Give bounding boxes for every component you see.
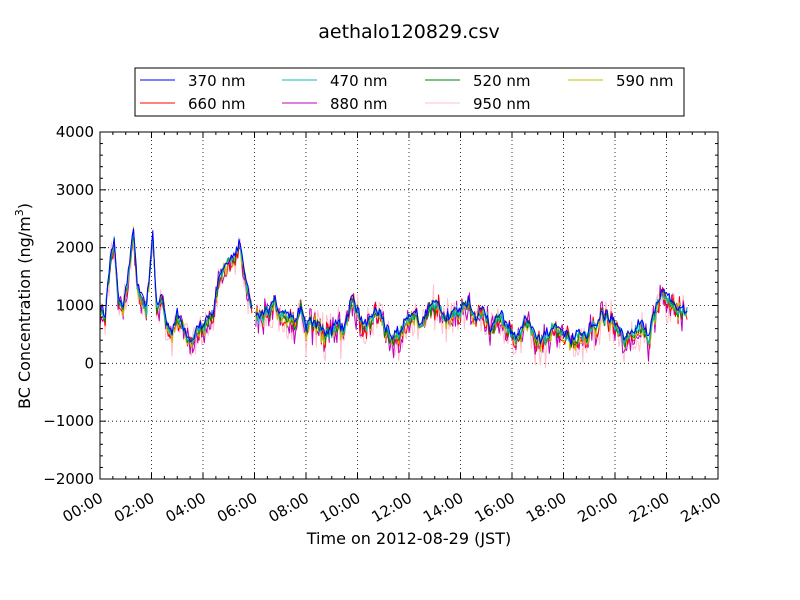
chart-title: aethalo120829.csv (318, 21, 500, 43)
legend-label-590-nm: 590 nm (616, 72, 674, 90)
x-tick-label: 10:00 (317, 489, 363, 526)
x-tick-label: 24:00 (678, 489, 724, 526)
legend-label-950-nm: 950 nm (473, 95, 531, 113)
legend-label-370-nm: 370 nm (188, 72, 246, 90)
x-tick-label: 16:00 (472, 489, 518, 526)
legend-label-880-nm: 880 nm (330, 95, 388, 113)
y-tick-label: 2000 (56, 239, 94, 257)
x-axis-label: Time on 2012-08-29 (JST) (306, 529, 511, 548)
x-tick-label: 22:00 (626, 489, 672, 526)
x-tick-label: 02:00 (111, 489, 157, 526)
legend: 370 nm 470 nm 520 nm 590 nm 660 nm 880 nm 950 … (134, 67, 685, 117)
grid-lines (100, 132, 718, 479)
y-axis-label-close: ) (15, 203, 34, 209)
x-tick-label: 06:00 (214, 489, 260, 526)
legend-label-660-nm: 660 nm (188, 95, 246, 113)
x-tick-label: 12:00 (369, 489, 415, 526)
x-tick-labels: 00:00 02:00 04:00 06:00 08:00 10:00 12:00 14:00… (60, 489, 724, 526)
y-axis-label: BC Concentration (ng/m3) (13, 203, 34, 409)
x-tick-label: 08:00 (266, 489, 312, 526)
x-tick-label: 18:00 (523, 489, 569, 526)
y-tick-labels: −2000 −1000 0 1000 2000 3000 4000 (43, 123, 94, 488)
x-tick-label: 04:00 (163, 489, 209, 526)
y-tick-label: 3000 (56, 181, 94, 199)
legend-label-520-nm: 520 nm (473, 72, 531, 90)
axis-ticks (99, 131, 719, 480)
y-axis-label-superscript: 3 (13, 209, 26, 216)
y-tick-label: −2000 (43, 470, 94, 488)
y-axis-label-main: BC Concentration (ng/m (15, 216, 34, 409)
x-tick-label: 00:00 (60, 489, 106, 526)
x-tick-label: 14:00 (420, 489, 466, 526)
y-tick-label: −1000 (43, 412, 94, 430)
plot-area (99, 131, 719, 480)
x-tick-label: 20:00 (575, 489, 621, 526)
series-line-370-nm (100, 228, 688, 345)
y-tick-label: 0 (84, 354, 94, 372)
series-lines (100, 226, 688, 369)
y-tick-label: 4000 (56, 123, 94, 141)
legend-label-470-nm: 470 nm (330, 72, 388, 90)
y-tick-label: 1000 (56, 297, 94, 315)
legend-box (134, 67, 685, 117)
